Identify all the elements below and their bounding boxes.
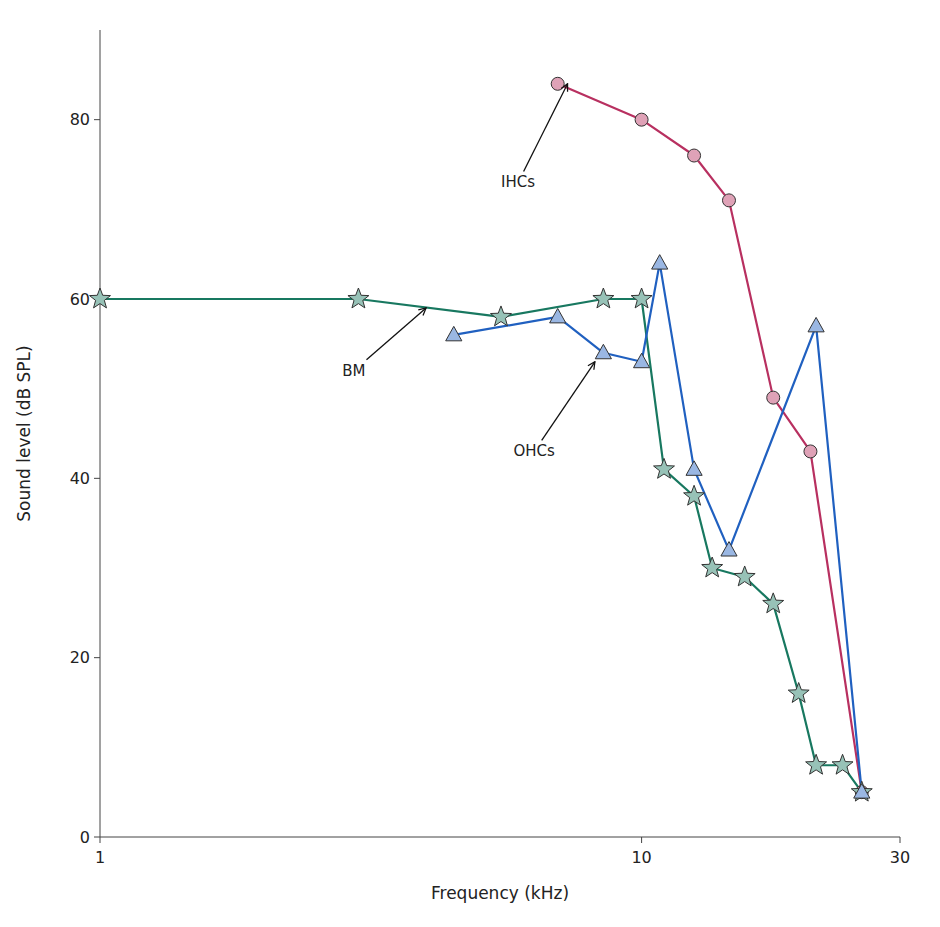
- point-underlay: [854, 784, 870, 798]
- point-underlay: [446, 326, 462, 340]
- point: [654, 458, 675, 478]
- point: [635, 113, 648, 126]
- y-tick-label: 80: [70, 110, 90, 129]
- annotation-arrow: [366, 308, 426, 360]
- point-underlay: [654, 458, 675, 478]
- point: [832, 754, 853, 774]
- annotation-text: OHCs: [513, 442, 555, 460]
- point-underlay: [348, 288, 369, 308]
- point-underlay: [808, 317, 824, 331]
- point: [702, 557, 723, 577]
- chart: 1 10 30 0 20 40 60 80 Frequency (kHz) Sound level…: [0, 0, 940, 927]
- point-underlay: [595, 344, 611, 358]
- y-tick-label: 20: [70, 648, 90, 667]
- annotation-text: IHCs: [501, 173, 535, 191]
- point: [595, 344, 611, 358]
- point-underlay: [688, 149, 701, 162]
- point-underlay: [832, 754, 853, 774]
- point-underlay: [90, 288, 111, 308]
- y-tick: [94, 657, 100, 658]
- point-underlay: [804, 445, 817, 458]
- point: [808, 317, 824, 331]
- y-tick-label: 60: [70, 290, 90, 309]
- point-underlay: [763, 593, 784, 613]
- point: [851, 781, 872, 801]
- point-underlay: [721, 542, 737, 556]
- series-markers: [90, 288, 873, 801]
- point: [804, 445, 817, 458]
- point: [551, 77, 564, 90]
- annotations: IHCs BM OHCs: [342, 84, 595, 461]
- axes: 1 10 30 0 20 40 60 80: [70, 30, 911, 867]
- point: [788, 683, 809, 703]
- point: [734, 566, 755, 586]
- point-underlay: [788, 683, 809, 703]
- point-underlay: [686, 461, 702, 475]
- point: [550, 308, 566, 322]
- x-tick: [900, 837, 901, 843]
- point-underlay: [702, 557, 723, 577]
- point: [491, 306, 512, 326]
- y-tick-label: 0: [80, 828, 90, 847]
- x-tick: [641, 837, 642, 843]
- series-line: [558, 84, 862, 792]
- y-tick: [94, 119, 100, 120]
- x-tick: [100, 837, 101, 843]
- point: [721, 542, 737, 556]
- y-axis-line: [100, 30, 101, 837]
- point: [652, 255, 668, 269]
- series-line: [100, 299, 862, 792]
- x-tick-label: 1: [95, 848, 105, 867]
- point: [684, 485, 705, 505]
- x-tick-label: 30: [890, 848, 910, 867]
- point: [722, 194, 735, 207]
- point-underlay: [767, 391, 780, 404]
- series-markers: [446, 255, 870, 798]
- point-underlay: [634, 353, 650, 367]
- point-underlay: [551, 77, 564, 90]
- point-underlay: [851, 781, 872, 801]
- point-underlay: [491, 306, 512, 326]
- point: [90, 288, 111, 308]
- annotation-arrow: [542, 362, 595, 441]
- y-tick: [94, 478, 100, 479]
- series-markers: [551, 77, 868, 798]
- point-underlay: [631, 288, 652, 308]
- x-tick-label: 10: [631, 848, 651, 867]
- point-underlay: [722, 194, 735, 207]
- point-underlay: [684, 485, 705, 505]
- x-axis-label: Frequency (kHz): [431, 883, 569, 903]
- y-tick: [94, 837, 100, 838]
- annotation-text: BM: [342, 362, 365, 380]
- point: [763, 593, 784, 613]
- point-underlay: [734, 566, 755, 586]
- annotation-arrow: [524, 84, 568, 172]
- point: [446, 326, 462, 340]
- point: [806, 754, 827, 774]
- point: [767, 391, 780, 404]
- point-underlay: [635, 113, 648, 126]
- y-tick-label: 40: [70, 469, 90, 488]
- point-underlay: [806, 754, 827, 774]
- point: [348, 288, 369, 308]
- series-line: [454, 263, 862, 792]
- point: [686, 461, 702, 475]
- point: [634, 353, 650, 367]
- point: [854, 784, 870, 798]
- point: [688, 149, 701, 162]
- x-axis-line: [100, 837, 900, 838]
- point: [631, 288, 652, 308]
- point-underlay: [593, 288, 614, 308]
- point: [593, 288, 614, 308]
- plot-area: [90, 77, 873, 801]
- point-underlay: [550, 308, 566, 322]
- y-axis-label: Sound level (dB SPL): [14, 345, 34, 521]
- point-underlay: [652, 255, 668, 269]
